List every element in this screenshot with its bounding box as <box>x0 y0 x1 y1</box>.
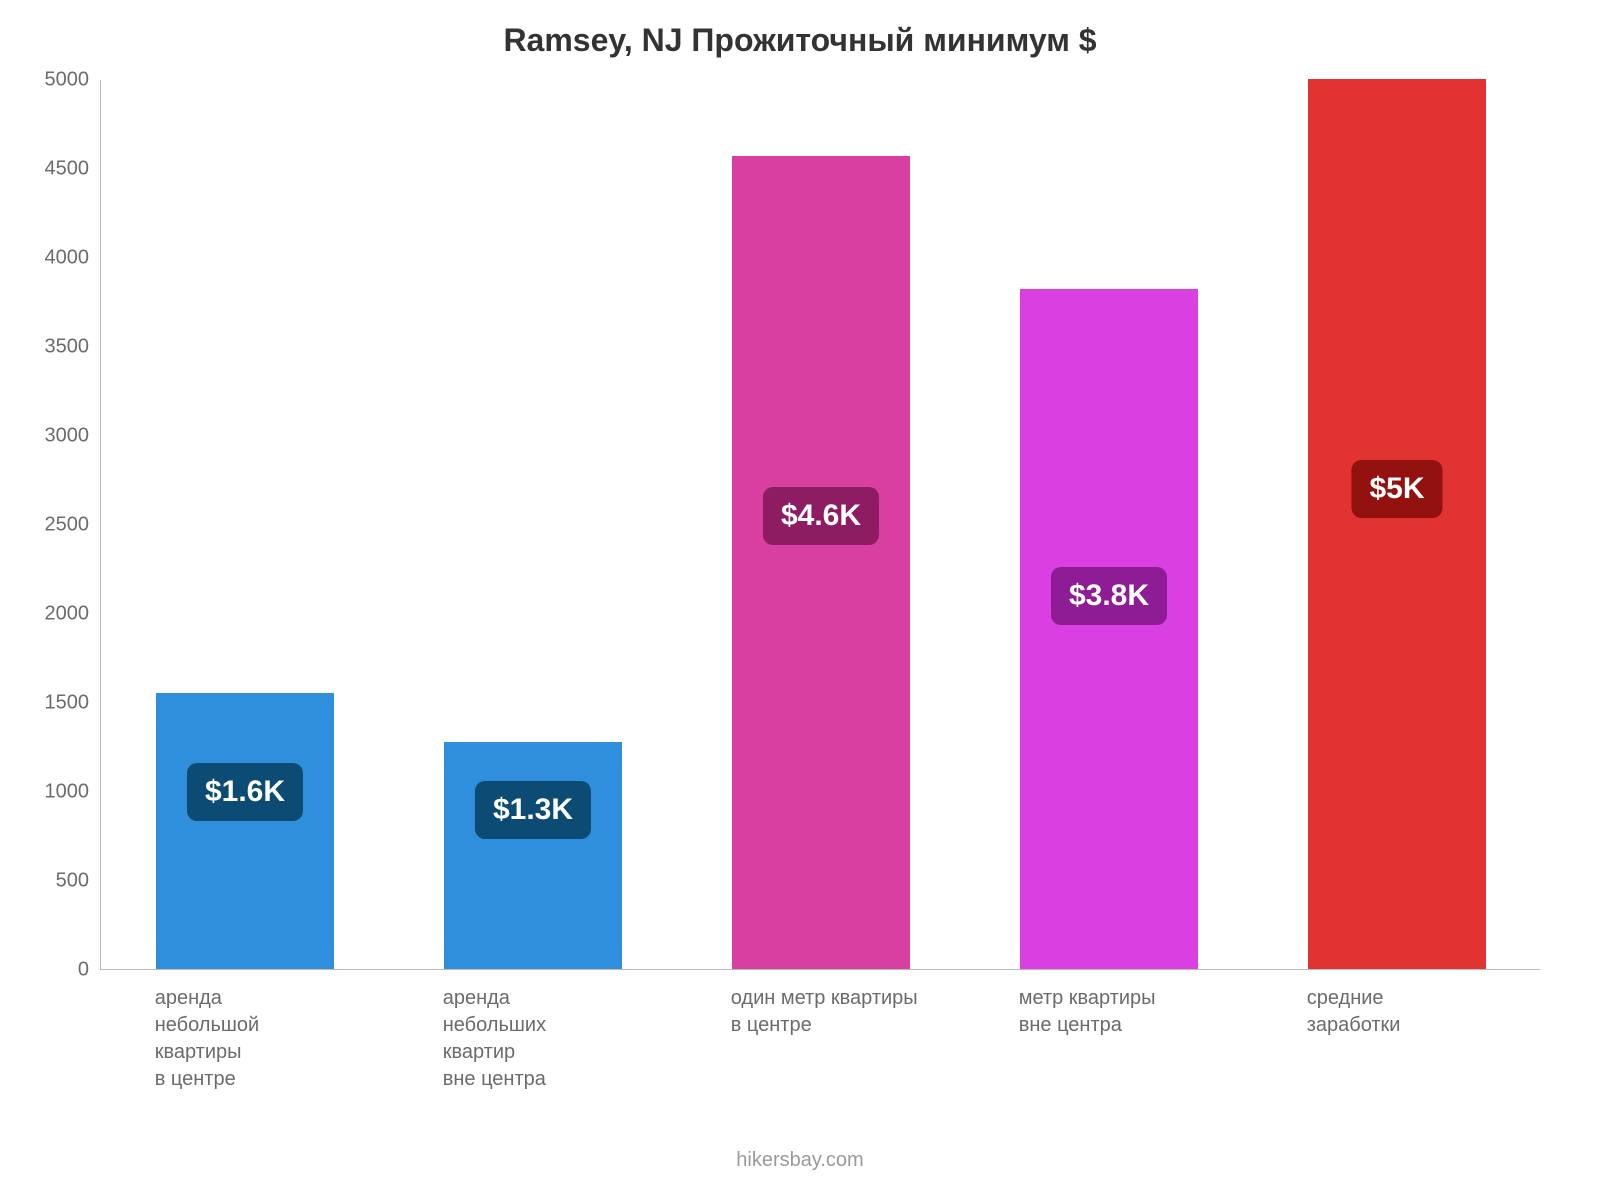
x-tick-label: аренда небольшой квартиры в центре <box>155 985 375 1093</box>
y-tick-label: 2000 <box>45 603 102 626</box>
y-tick-label: 5000 <box>45 69 102 92</box>
bar: $4.6K <box>732 156 911 969</box>
chart-title: Ramsey, NJ Прожиточный минимум $ <box>0 22 1600 59</box>
chart-footer: hikersbay.com <box>0 1149 1600 1172</box>
y-tick-label: 2500 <box>45 514 102 537</box>
y-tick-label: 4000 <box>45 247 102 270</box>
bar-value-badge: $1.6K <box>187 763 303 821</box>
y-tick-label: 3000 <box>45 425 102 448</box>
bar: $1.6K <box>156 693 335 969</box>
bar: $3.8K <box>1020 289 1199 969</box>
y-tick-label: 1000 <box>45 781 102 804</box>
bar-value-badge: $4.6K <box>763 487 879 545</box>
y-tick-label: 0 <box>78 959 101 982</box>
x-tick-label: аренда небольших квартир вне центра <box>443 985 663 1093</box>
bar: $5K <box>1308 79 1487 969</box>
x-tick-label: метр квартиры вне центра <box>1019 985 1239 1039</box>
y-tick-label: 500 <box>56 870 101 893</box>
y-tick-label: 1500 <box>45 692 102 715</box>
y-tick-label: 3500 <box>45 336 102 359</box>
y-tick-label: 4500 <box>45 158 102 181</box>
chart-container: Ramsey, NJ Прожиточный минимум $ 0500100… <box>0 0 1600 1200</box>
plot-area: 0500100015002000250030003500400045005000… <box>100 80 1540 970</box>
bar-value-badge: $5K <box>1351 460 1442 518</box>
bar-value-badge: $3.8K <box>1051 567 1167 625</box>
bar-value-badge: $1.3K <box>475 781 591 839</box>
x-tick-label: один метр квартиры в центре <box>731 985 951 1039</box>
x-tick-label: средние заработки <box>1307 985 1527 1039</box>
bar: $1.3K <box>444 742 623 969</box>
